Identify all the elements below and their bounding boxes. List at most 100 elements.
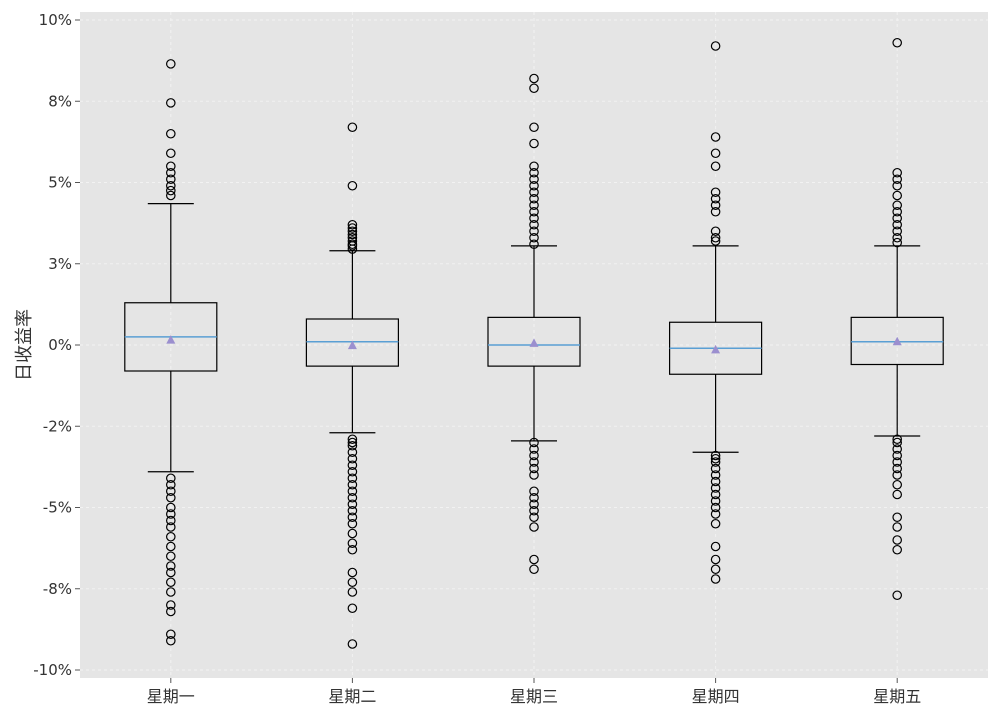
outlier-point: [166, 629, 176, 640]
outlier-point: [347, 447, 358, 458]
outlier-point: [892, 174, 902, 185]
y-tick-label: 5%: [48, 174, 72, 192]
outlier-point: [710, 564, 721, 575]
outlier-point: [710, 476, 721, 487]
box-group: [124, 59, 218, 646]
outlier-point: [166, 148, 176, 159]
outlier-point: [710, 502, 721, 513]
x-category-label: 星期三: [510, 687, 558, 706]
outlier-point: [529, 193, 539, 204]
outlier-point: [347, 473, 358, 484]
outlier-point: [166, 59, 176, 69]
x-category-label: 星期二: [328, 687, 376, 706]
outlier-point: [892, 457, 902, 467]
outlier-point: [166, 174, 176, 185]
mean-marker: [892, 336, 902, 346]
outlier-point: [529, 450, 539, 461]
outlier-point: [166, 473, 176, 484]
outlier-point: [166, 561, 176, 571]
outlier-point: [710, 232, 721, 243]
outlier-point: [166, 180, 176, 191]
outlier-point: [529, 564, 539, 575]
outlier-point: [347, 499, 358, 510]
y-tick-label: -8%: [43, 580, 72, 598]
outlier-point: [529, 226, 539, 237]
outlier-point: [347, 226, 358, 237]
outlier-point: [892, 470, 902, 480]
outlier-point: [892, 522, 902, 532]
y-tick-label: 10%: [39, 11, 72, 29]
outlier-point: [529, 554, 539, 565]
outlier-point: [529, 167, 539, 178]
boxes: [124, 37, 944, 649]
y-tick-label: -10%: [33, 661, 72, 679]
box-group: [850, 37, 944, 601]
outlier-point: [347, 122, 358, 133]
outlier-point: [529, 213, 539, 224]
outlier-point: [892, 544, 902, 555]
outlier-point: [347, 434, 358, 445]
outlier-point: [347, 244, 358, 254]
outlier-point: [710, 206, 721, 217]
outlier-point: [710, 463, 721, 474]
outlier-point: [166, 567, 176, 578]
outlier-point: [347, 639, 358, 649]
outlier-point: [347, 180, 358, 191]
outlier-point: [710, 470, 721, 480]
outlier-point: [166, 541, 176, 552]
outlier-point: [166, 531, 176, 542]
outlier-point: [710, 236, 721, 246]
outlier-point: [347, 528, 358, 539]
outlier-point: [529, 200, 539, 211]
outlier-point: [892, 200, 902, 211]
outlier-point: [166, 551, 176, 562]
outlier-point: [892, 219, 902, 230]
outlier-point: [892, 190, 902, 201]
outlier-point: [347, 544, 358, 555]
outlier-point: [347, 460, 358, 471]
outlier-point: [892, 226, 902, 237]
outlier-point: [166, 587, 176, 597]
outlier-point: [710, 574, 721, 584]
y-tick-label: -2%: [43, 417, 72, 435]
outlier-point: [529, 492, 539, 503]
box-group: [305, 122, 399, 649]
outlier-point: [710, 489, 721, 500]
outlier-point: [529, 73, 539, 84]
outlier-point: [347, 518, 358, 529]
outlier-point: [892, 180, 902, 191]
outlier-point: [892, 213, 902, 224]
outlier-point: [529, 486, 539, 497]
mean-marker: [711, 344, 721, 354]
box-group: [668, 41, 763, 584]
outlier-point: [710, 41, 721, 51]
outlier-point: [347, 492, 358, 503]
outlier-point: [166, 606, 176, 617]
outlier-point: [892, 489, 902, 500]
outlier-point: [166, 128, 176, 139]
outlier-point: [710, 200, 721, 211]
outlier-point: [710, 554, 721, 565]
outlier-point: [529, 470, 539, 480]
outlier-point: [347, 587, 358, 597]
outlier-point: [347, 223, 358, 233]
outlier-point: [892, 232, 902, 243]
outlier-point: [529, 161, 539, 172]
outlier-point: [166, 185, 176, 196]
outlier-point: [166, 577, 176, 588]
outlier-point: [166, 502, 176, 513]
outlier-point: [529, 232, 539, 243]
outlier-point: [710, 226, 721, 237]
iqr-box: [850, 316, 944, 366]
outlier-point: [529, 187, 539, 198]
outlier-point: [166, 486, 176, 497]
outlier-point: [529, 505, 539, 516]
outlier-point: [347, 219, 358, 230]
outlier-point: [166, 98, 176, 108]
outlier-point: [529, 512, 539, 523]
outlier-point: [347, 437, 358, 448]
outlier-point: [710, 193, 721, 204]
outlier-point: [710, 148, 721, 159]
outlier-point: [347, 486, 358, 497]
